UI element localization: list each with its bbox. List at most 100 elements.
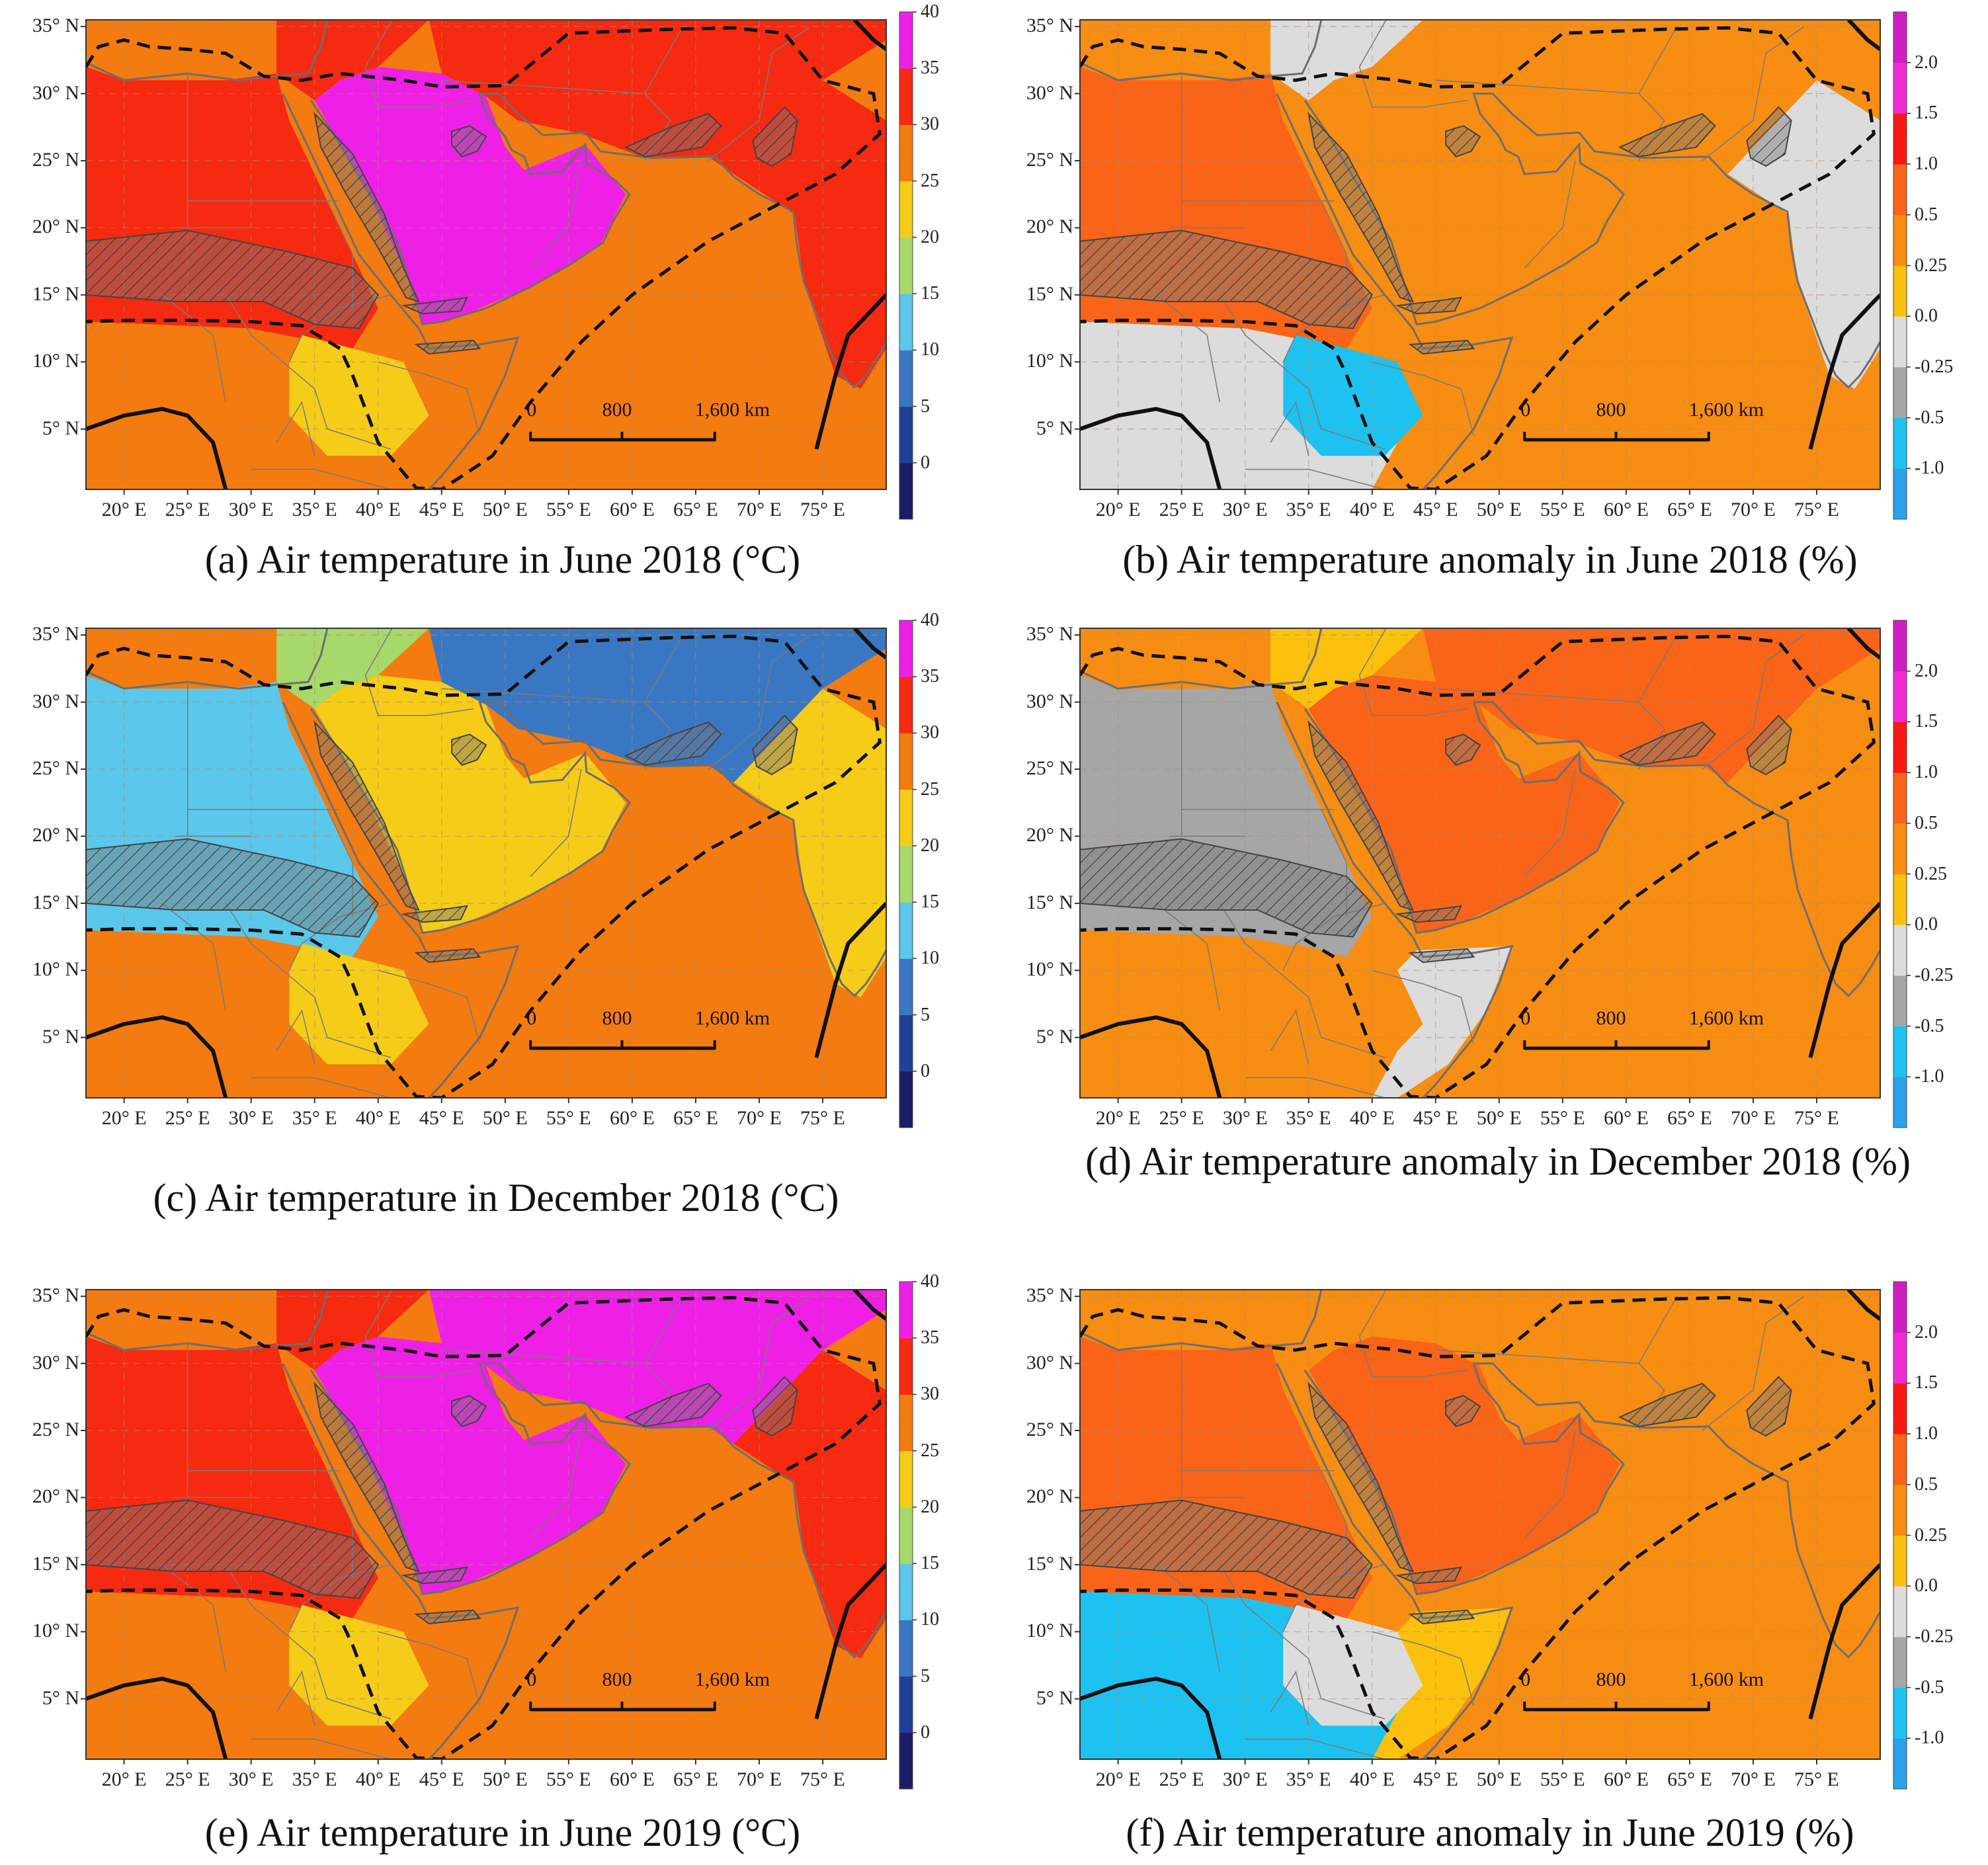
lon-tick-label: 60° E xyxy=(609,1107,655,1129)
hatched-zone xyxy=(401,905,468,923)
lat-tick-label: 30° N xyxy=(32,81,79,104)
hatched-zone xyxy=(1307,1381,1415,1573)
colorbar-segment xyxy=(899,294,913,351)
lon-tick-label: 20° E xyxy=(101,1107,147,1129)
country-border xyxy=(251,468,392,489)
country-border xyxy=(530,160,582,269)
country-border xyxy=(1155,294,1221,403)
colorbar-segment xyxy=(1893,1282,1907,1333)
lat-tick-label: 25° N xyxy=(1026,757,1073,779)
lon-tick-label: 60° E xyxy=(1603,499,1649,520)
coastline xyxy=(1304,1362,1880,1659)
lon-tick-label: 60° E xyxy=(1603,1768,1649,1790)
lon-tick-label: 65° E xyxy=(673,1768,718,1790)
colorbar-segment xyxy=(899,406,913,464)
scale-label-1: 800 xyxy=(602,398,632,421)
colorbar xyxy=(1893,11,1911,520)
colorbar-segment xyxy=(899,12,913,69)
colorbar-segment xyxy=(1893,1535,1907,1587)
lon-tick-label: 65° E xyxy=(673,1107,718,1129)
colorbar-segment xyxy=(899,1676,913,1733)
colorbar-tick-label: 10 xyxy=(921,1609,939,1630)
colorbar-tick-label: 40 xyxy=(921,610,939,630)
map-d xyxy=(1075,620,1911,1128)
colorbar xyxy=(1893,620,1911,1128)
colorbar-segment xyxy=(1893,671,1907,722)
colorbar-tick-label: 5 xyxy=(921,1665,930,1686)
lon-tick-label: 65° E xyxy=(673,499,718,520)
lon-tick-label: 40° E xyxy=(355,1768,401,1790)
hatched-zone xyxy=(1080,1499,1373,1599)
lon-tick-label: 75° E xyxy=(800,1768,845,1790)
colorbar-tick-label: 0.25 xyxy=(1915,255,1947,276)
colorbar-segment xyxy=(899,462,913,520)
colorbar-tick-label: -0.5 xyxy=(1915,1677,1944,1698)
colorbar-tick-label: -0.5 xyxy=(1915,1015,1944,1036)
solid-contour xyxy=(86,1015,228,1098)
hatched-zone xyxy=(1445,733,1481,767)
country-border xyxy=(1358,1336,1423,1378)
colorbar-segment xyxy=(1893,316,1907,368)
country-border xyxy=(1245,468,1386,489)
scale-label-0: 0 xyxy=(1520,1007,1531,1029)
scale-label-1: 800 xyxy=(1596,1007,1626,1029)
country-border xyxy=(429,99,474,108)
scale-label-2: 1,600 km xyxy=(694,398,770,421)
lon-tick-label: 25° E xyxy=(1159,1107,1204,1129)
lat-tick-label: 10° N xyxy=(32,1620,79,1642)
solid-contour xyxy=(1846,20,1880,52)
lat-tick-label: 10° N xyxy=(1026,958,1073,981)
colorbar-tick-label: 20 xyxy=(921,1496,939,1517)
colorbar-tick-label: -0.5 xyxy=(1915,407,1944,428)
hatched-zone xyxy=(1408,1609,1475,1625)
colorbar-tick-label: 1.5 xyxy=(1915,711,1938,732)
solid-contour xyxy=(852,1290,886,1321)
lat-tick-label: 15° N xyxy=(32,891,79,913)
lat-tick-label: 20° N xyxy=(32,216,79,238)
lon-tick-label: 70° E xyxy=(737,1107,782,1129)
scale-label-2: 1,600 km xyxy=(1688,1007,1764,1029)
plot-frame xyxy=(1079,1289,1881,1760)
lat-tick-label: 35° N xyxy=(1026,15,1073,37)
country-border xyxy=(1423,1369,1468,1378)
lat-tick-label: 35° N xyxy=(32,15,79,37)
scale-label-2: 1,600 km xyxy=(1688,398,1764,421)
colorbar-tick-label: 2.0 xyxy=(1915,1321,1938,1343)
scale-bar xyxy=(529,431,716,442)
colorbar-segment xyxy=(1893,62,1907,114)
country-border xyxy=(1270,1671,1309,1726)
lat-tick-label: 35° N xyxy=(32,1284,79,1307)
hatched-zone xyxy=(414,339,481,355)
colorbar-segment xyxy=(899,1620,913,1677)
coastline xyxy=(310,701,886,997)
lon-tick-label: 30° E xyxy=(228,1107,274,1129)
scale-label-2: 1,600 km xyxy=(694,1668,770,1690)
country-border xyxy=(1155,903,1221,1011)
solid-contour xyxy=(1080,1015,1222,1098)
coastline xyxy=(1080,20,1323,81)
lon-tick-label: 45° E xyxy=(1413,499,1458,520)
lon-tick-label: 25° E xyxy=(165,1107,210,1129)
country-border xyxy=(364,20,393,67)
colorbar-segment xyxy=(899,1282,913,1339)
lon-tick-label: 50° E xyxy=(1476,1107,1522,1129)
country-border xyxy=(378,1631,481,1706)
coastline xyxy=(282,1362,520,1759)
scale-label-0: 0 xyxy=(1520,1668,1531,1690)
colorbar-tick-label: 35 xyxy=(921,1327,939,1348)
country-border xyxy=(530,768,582,877)
solid-contour xyxy=(1846,1290,1880,1321)
lat-tick-label: 5° N xyxy=(42,1025,79,1048)
lon-tick-label: 65° E xyxy=(1667,499,1712,520)
scale-label-0: 0 xyxy=(526,398,537,421)
dashed-contour xyxy=(86,26,882,489)
lon-tick-label: 75° E xyxy=(1794,1768,1839,1790)
solid-contour xyxy=(1080,407,1222,489)
region-arabia xyxy=(314,675,626,933)
hatched-zone xyxy=(414,948,481,964)
lat-tick-label: 15° N xyxy=(32,1552,79,1575)
region-somalia xyxy=(1372,1607,1512,1759)
colorbar-segment xyxy=(1893,1586,1907,1637)
plot-frame xyxy=(85,1289,887,1760)
colorbar-tick-label: 15 xyxy=(921,891,939,913)
